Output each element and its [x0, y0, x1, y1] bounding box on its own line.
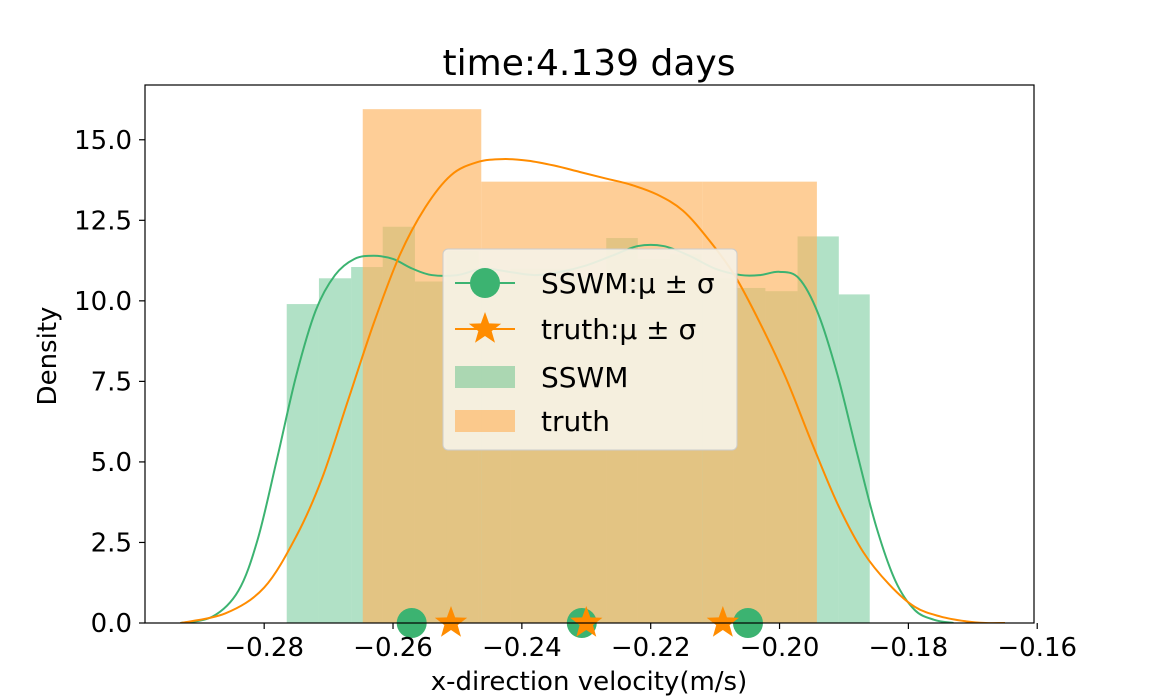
legend-sswm-label: SSWM — [541, 361, 628, 394]
y-axis-label: Density — [33, 307, 63, 406]
legend-truth-label: truth — [541, 405, 610, 438]
y-tick-label-3: 7.5 — [91, 367, 132, 397]
plot-frame — [144, 84, 1035, 624]
y-tick-label-5: 12.5 — [74, 206, 132, 236]
x-tick-label-6: −0.16 — [997, 633, 1077, 663]
legend-sswm-patch — [455, 366, 515, 388]
y-tick-label-0: 0.0 — [91, 609, 132, 639]
truth-marker-1 — [570, 606, 603, 637]
truth-marker-2 — [706, 606, 740, 637]
legend-truth-stats-label: truth:μ ± σ — [541, 313, 696, 346]
sswm-hist-bar-0 — [286, 304, 319, 623]
y-tick-label-4: 10.0 — [74, 287, 132, 317]
y-tick-label-2: 5.0 — [91, 448, 132, 478]
x-tick-label-0: −0.28 — [224, 633, 304, 663]
y-tick-label-1: 2.5 — [91, 528, 132, 558]
truth-marker-0 — [434, 606, 468, 637]
legend-box — [442, 248, 738, 451]
x-tick-label-5: −0.18 — [869, 633, 949, 663]
legend-truth-patch — [455, 410, 515, 432]
legend-sswm-stats-label: SSWM:μ ± σ — [541, 267, 715, 300]
x-tick-label-1: −0.26 — [353, 633, 433, 663]
y-tick-label-6: 15.0 — [74, 126, 132, 156]
x-tick-label-2: −0.24 — [482, 633, 562, 663]
axes: −0.28 −0.26 −0.24 −0.22 −0.20 −0.18 −0.16 0.0 2.… — [74, 126, 1077, 663]
chart-title: time:4.139 days — [443, 43, 736, 84]
x-tick-label-3: −0.22 — [611, 633, 691, 663]
sswm-hist-bar-1 — [318, 278, 352, 623]
x-tick-label-4: −0.20 — [740, 633, 820, 663]
legend-sswm-marker — [470, 268, 500, 298]
legend-truth-marker — [468, 312, 502, 343]
x-axis-label: x-direction velocity(m/s) — [431, 667, 748, 697]
legend: SSWM:μ ± σ truth:μ ± σ SSWM truth — [442, 248, 738, 451]
sswm-hist-bar-17 — [838, 294, 870, 623]
truth-kde-line — [180, 158, 1006, 623]
